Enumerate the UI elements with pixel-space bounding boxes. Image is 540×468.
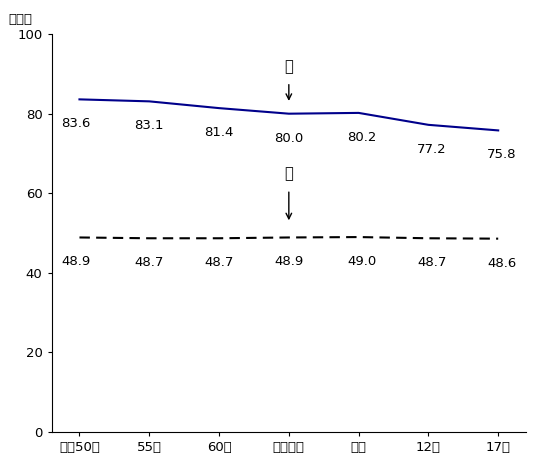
Text: 80.2: 80.2 — [347, 131, 377, 144]
Text: 女: 女 — [285, 166, 293, 182]
Text: 81.4: 81.4 — [204, 126, 234, 139]
Text: （％）: （％） — [9, 13, 33, 26]
Text: 48.9: 48.9 — [274, 256, 303, 268]
Text: 48.7: 48.7 — [134, 256, 164, 269]
Text: 49.0: 49.0 — [347, 255, 377, 268]
Text: 48.7: 48.7 — [417, 256, 447, 269]
Text: 48.6: 48.6 — [487, 256, 516, 270]
Text: 48.9: 48.9 — [62, 256, 91, 268]
Text: 83.6: 83.6 — [62, 117, 91, 130]
Text: 83.1: 83.1 — [134, 119, 164, 132]
Text: 80.0: 80.0 — [274, 132, 303, 145]
Text: 75.8: 75.8 — [487, 148, 516, 161]
Text: 男: 男 — [285, 59, 293, 74]
Text: 77.2: 77.2 — [417, 143, 447, 156]
Text: 48.7: 48.7 — [204, 256, 234, 269]
